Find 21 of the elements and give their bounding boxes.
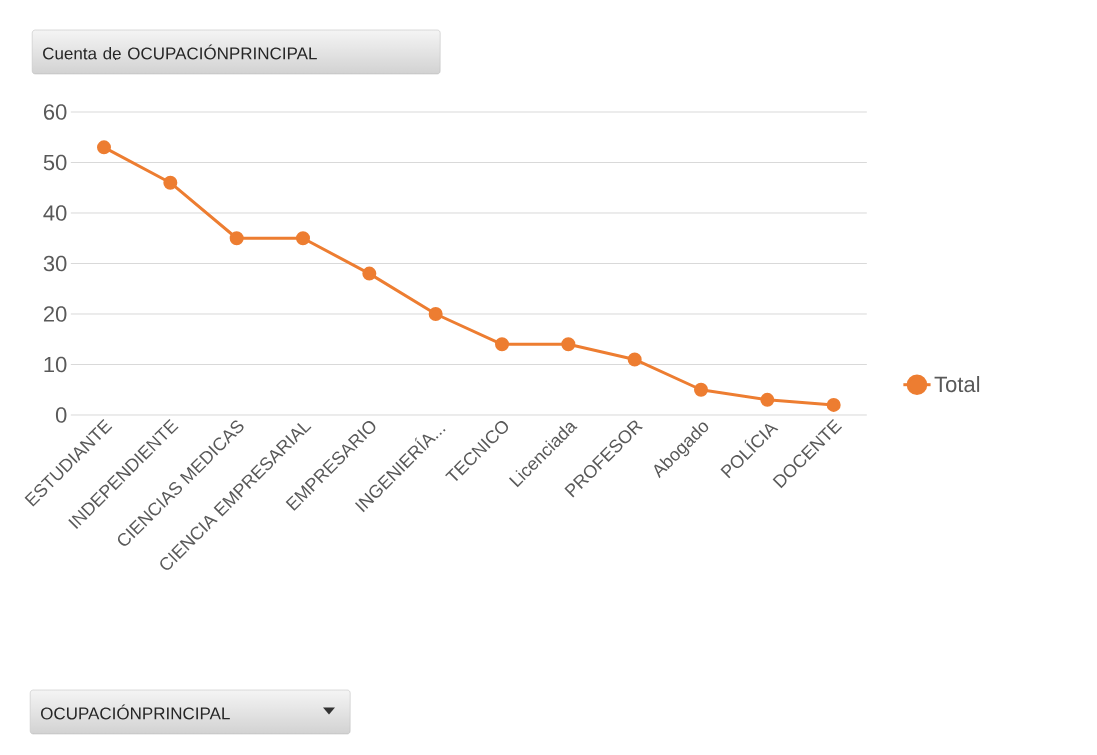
y-tick-label: 50	[43, 154, 67, 171]
point	[163, 175, 178, 190]
y-tick-label: 20	[43, 306, 67, 322]
point	[561, 337, 576, 352]
y-tick-label: 60	[43, 104, 67, 120]
point	[694, 382, 709, 397]
point	[97, 140, 111, 155]
legend-label: Total	[934, 375, 980, 393]
point	[627, 352, 642, 367]
y-tick-label: 40	[43, 205, 67, 221]
y-tick-label: 30	[43, 255, 67, 272]
point	[229, 231, 244, 246]
text: OCUPACIÓNPRINCIPAL	[41, 704, 230, 720]
chart-title: Cuenta de OCUPACIÓNPRINCIPAL	[43, 44, 317, 60]
y-tick-label: 10	[44, 356, 67, 373]
point	[296, 231, 310, 246]
point	[826, 397, 841, 412]
point	[362, 266, 377, 281]
point	[760, 392, 775, 407]
point	[495, 337, 509, 352]
point	[428, 307, 443, 321]
